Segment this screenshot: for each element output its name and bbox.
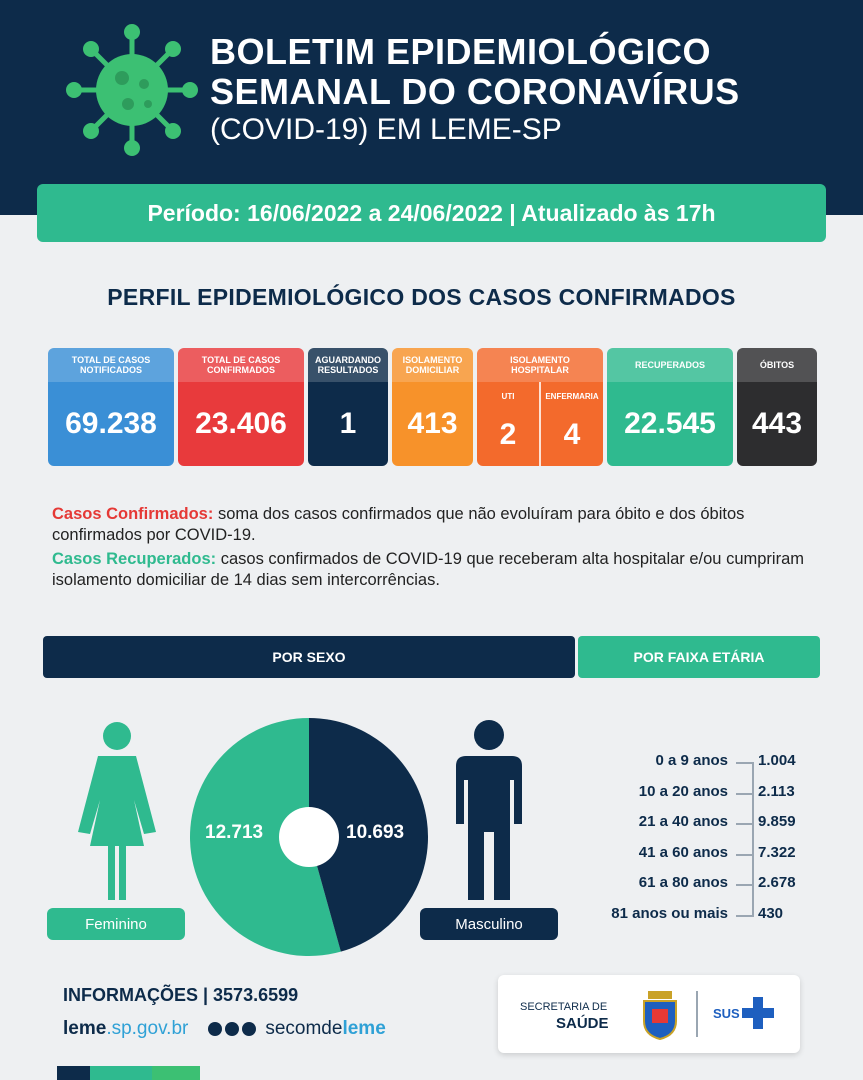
- card-label: ISOLAMENTO HOSPITALAR: [477, 348, 603, 382]
- bulletin-title: BOLETIM EPIDEMIOLÓGICO SEMANAL DO CORONA…: [210, 32, 740, 148]
- age-row: 41 a 60 anos 7.322: [596, 844, 836, 875]
- info-phone: INFORMAÇÕES | 3573.6599: [63, 985, 299, 1005]
- card-aguardando: AGUARDANDO RESULTADOS 1: [308, 348, 388, 466]
- social-icons: [208, 1022, 259, 1036]
- female-icon: [78, 722, 156, 900]
- age-value: 430: [758, 904, 784, 922]
- age-range: 10 a 20 anos: [638, 782, 728, 800]
- title-line-3: (COVID-19) EM LEME-SP: [210, 113, 562, 146]
- card-notificados: TOTAL DE CASOS NOTIFICADOS 69.238: [48, 348, 174, 466]
- age-value: 9.859: [758, 813, 796, 830]
- site-rest[interactable]: .sp.gov.br: [106, 1018, 189, 1039]
- confirmed-text: soma dos casos confirmados que não evolu…: [52, 505, 745, 544]
- by-sex-header: POR SEXO: [43, 636, 575, 678]
- age-range: 21 a 40 anos: [638, 813, 728, 830]
- title-line-1: BOLETIM EPIDEMIOLÓGICO: [210, 31, 712, 72]
- card-isolamento-hospitalar: ISOLAMENTO HOSPITALAR UTI 2 ENFERMARIA 4: [477, 348, 603, 466]
- confirmed-term: Casos Confirmados:: [52, 505, 214, 523]
- sus-cross-icon: [742, 997, 774, 1029]
- uti-label: UTI: [501, 392, 515, 401]
- male-tag: Masculino: [420, 908, 558, 940]
- header-banner: BOLETIM EPIDEMIOLÓGICO SEMANAL DO CORONA…: [0, 0, 863, 215]
- enfermaria-value: 4: [563, 418, 581, 451]
- card-value: 443: [751, 407, 803, 440]
- telegram-icon[interactable]: [242, 1022, 257, 1036]
- age-range: 81 anos ou mais: [611, 904, 728, 922]
- age-value: 2.678: [758, 874, 796, 891]
- title-line-2: SEMANAL DO CORONAVÍRUS: [210, 71, 740, 112]
- card-value: 22.545: [624, 407, 716, 440]
- secretaria-logo-box: SECRETARIA DE SAÚDE SUS: [498, 975, 800, 1053]
- male-value: 10.693: [346, 822, 405, 843]
- city-crest-icon: [643, 991, 677, 1041]
- sex-pie-chart: [190, 718, 428, 956]
- recovered-term: Casos Recuperados:: [52, 550, 217, 568]
- card-confirmados: TOTAL DE CASOS CONFIRMADOS 23.406: [178, 348, 304, 466]
- card-value: 1: [339, 407, 357, 440]
- female-tag: Feminino: [47, 908, 185, 940]
- secretaria-line-1: SECRETARIA DE: [520, 1001, 608, 1013]
- uti-value: 2: [499, 418, 517, 451]
- definitions: Casos Confirmados: soma dos casos confir…: [52, 504, 812, 594]
- social-suffix[interactable]: leme: [342, 1018, 386, 1039]
- coronavirus-icon: [66, 24, 198, 156]
- contact-links: leme .sp.gov.br secomde leme: [63, 1018, 386, 1040]
- card-label: AGUARDANDO RESULTADOS: [308, 348, 388, 382]
- secretaria-line-2: SAÚDE: [556, 1015, 609, 1032]
- card-label: TOTAL DE CASOS CONFIRMADOS: [178, 348, 304, 382]
- card-value: 413: [407, 407, 458, 440]
- age-row: 10 a 20 anos 2.113: [596, 783, 836, 814]
- card-label: RECUPERADOS: [607, 348, 733, 382]
- age-value: 7.322: [758, 843, 796, 861]
- card-label: ÓBITOS: [737, 348, 817, 382]
- age-range: 61 a 80 anos: [638, 874, 728, 891]
- divider: [696, 991, 698, 1037]
- card-value: 23.406: [195, 407, 287, 440]
- pie-slice-female: [190, 718, 341, 956]
- card-obitos: ÓBITOS 443: [737, 348, 817, 466]
- facebook-icon[interactable]: [208, 1022, 223, 1036]
- age-range: 0 a 9 anos: [655, 752, 728, 769]
- age-row: 61 a 80 anos 2.678: [596, 874, 836, 905]
- social-prefix[interactable]: secomde: [265, 1018, 343, 1039]
- female-value: 12.713: [205, 822, 264, 843]
- age-row: 81 anos ou mais 430: [596, 905, 836, 936]
- section-title: PERFIL EPIDEMIOLÓGICO DOS CASOS CONFIRMA…: [107, 284, 736, 310]
- footer-color-bars: [57, 1066, 200, 1080]
- card-value: 69.238: [65, 407, 157, 440]
- card-label: TOTAL DE CASOS NOTIFICADOS: [48, 348, 174, 382]
- age-value: 1.004: [758, 752, 796, 769]
- by-age-header: POR FAIXA ETÁRIA: [578, 636, 820, 678]
- instagram-icon[interactable]: [225, 1022, 240, 1036]
- card-recuperados: RECUPERADOS 22.545: [607, 348, 733, 466]
- card-label: ISOLAMENTO DOMICILIAR: [392, 348, 473, 382]
- recovered-text: casos confirmados de COVID-19 que recebe…: [52, 550, 804, 589]
- age-row: 21 a 40 anos 9.859: [596, 813, 836, 844]
- age-table: 0 a 9 anos 1.004 10 a 20 anos 2.113 21 a 4…: [596, 752, 836, 935]
- enfermaria-label: ENFERMARIA: [545, 392, 599, 401]
- male-icon: [456, 720, 522, 900]
- age-row: 0 a 9 anos 1.004: [596, 752, 836, 783]
- site-bold[interactable]: leme: [63, 1018, 107, 1039]
- card-isolamento-domiciliar: ISOLAMENTO DOMICILIAR 413: [392, 348, 473, 466]
- age-range: 41 a 60 anos: [638, 843, 728, 861]
- sus-label: SUS: [713, 1006, 740, 1021]
- period-banner: Período: 16/06/2022 a 24/06/2022 | Atual…: [37, 184, 826, 242]
- age-value: 2.113: [758, 782, 795, 800]
- pie-slice-male: [309, 718, 428, 952]
